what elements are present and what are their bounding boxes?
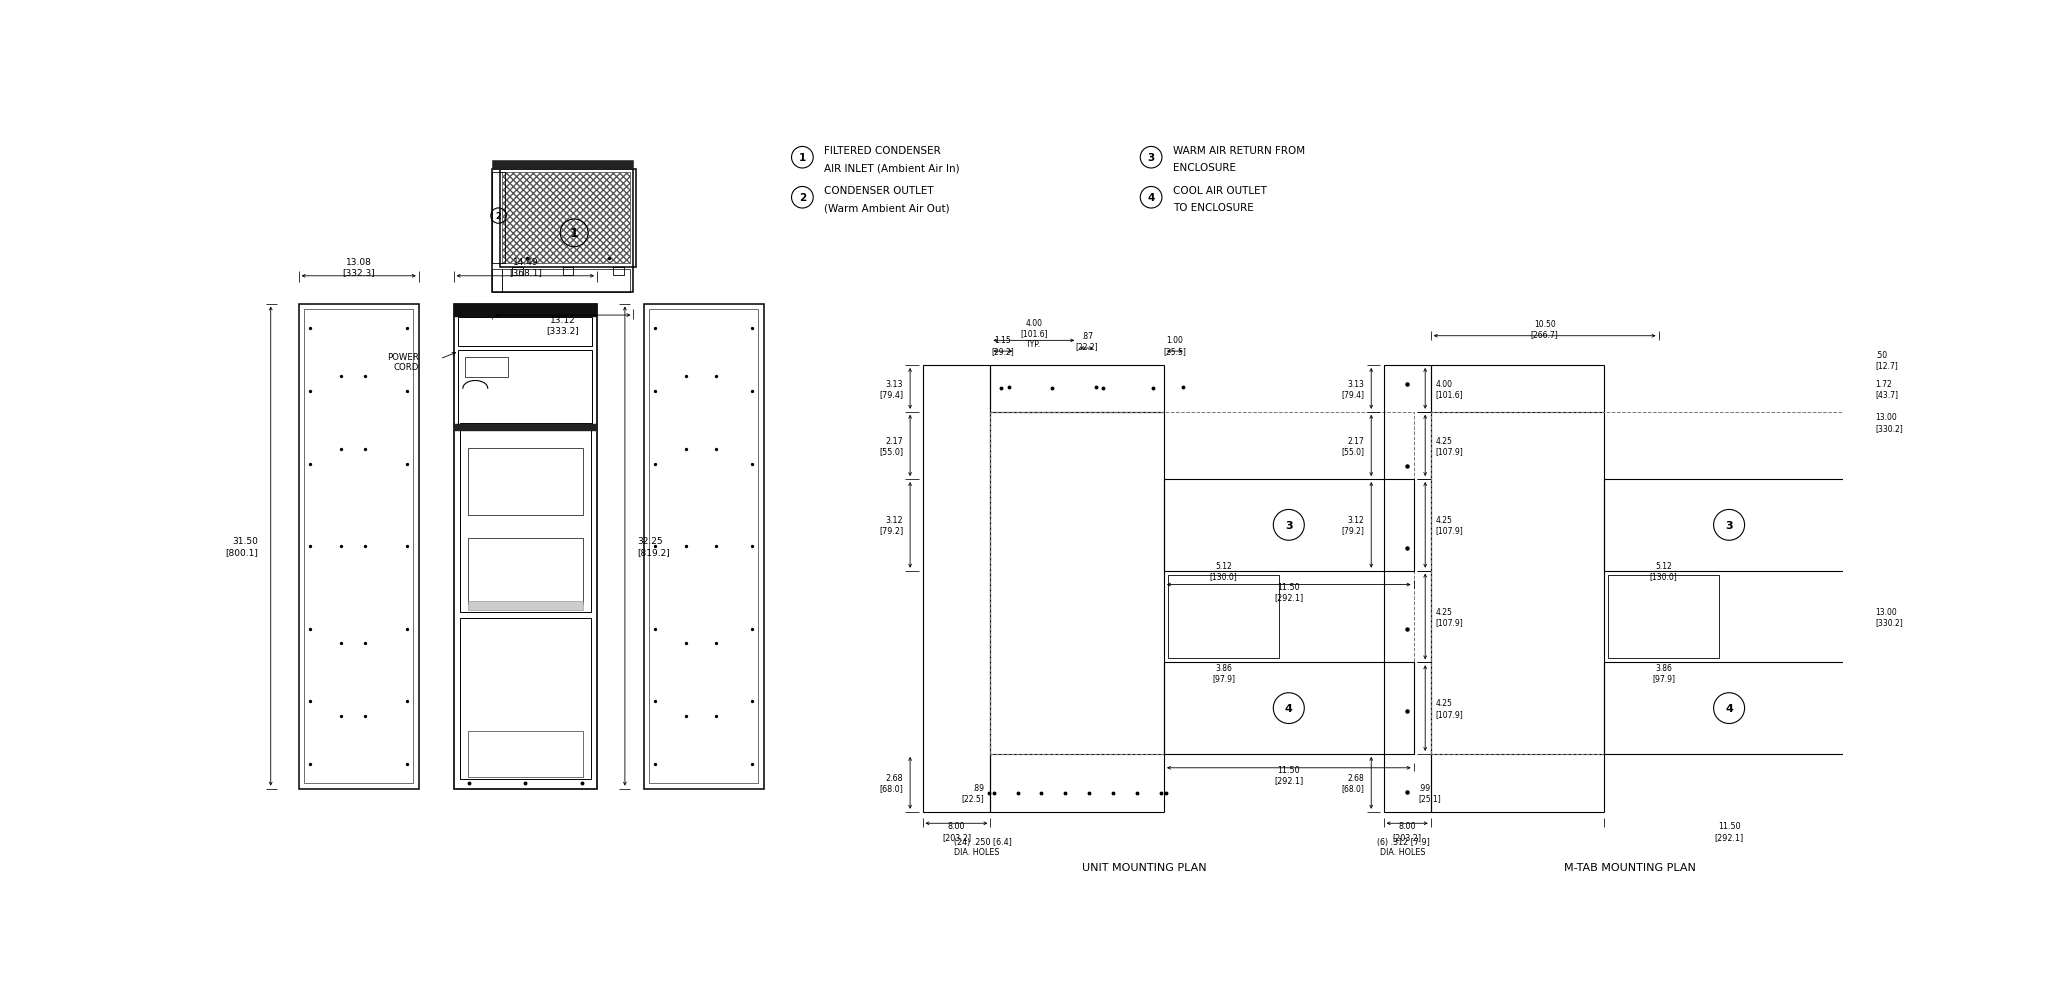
Text: (Warm Ambient Air Out): (Warm Ambient Air Out) xyxy=(823,203,950,213)
Text: .87
[22.2]: .87 [22.2] xyxy=(1075,331,1098,351)
Bar xyxy=(492,270,502,293)
Bar xyxy=(467,448,584,516)
Text: 2.68
[68.0]: 2.68 [68.0] xyxy=(1341,773,1364,792)
Bar xyxy=(502,270,631,293)
Text: 2.68
[68.0]: 2.68 [68.0] xyxy=(879,773,903,792)
Bar xyxy=(1167,576,1280,658)
Bar xyxy=(1608,576,1718,658)
Text: 4.25
[107.9]: 4.25 [107.9] xyxy=(1436,699,1462,718)
Text: 10.50
[266.7]: 10.50 [266.7] xyxy=(1530,320,1559,339)
Text: 3.86
[97.9]: 3.86 [97.9] xyxy=(1653,663,1675,682)
Bar xyxy=(299,304,418,788)
Text: COOL AIR OUTLET: COOL AIR OUTLET xyxy=(1174,187,1268,197)
Text: 31.50
[800.1]: 31.50 [800.1] xyxy=(225,537,258,557)
Text: 3: 3 xyxy=(1724,521,1733,531)
Text: 2.17
[55.0]: 2.17 [55.0] xyxy=(879,436,903,455)
Text: 11.50
[292.1]: 11.50 [292.1] xyxy=(1714,821,1743,841)
Bar xyxy=(492,173,504,264)
Bar xyxy=(612,268,625,276)
Bar xyxy=(922,366,991,811)
Bar xyxy=(492,170,633,293)
Text: M-TAB MOUNTING PLAN: M-TAB MOUNTING PLAN xyxy=(1565,863,1696,873)
Bar xyxy=(502,173,631,264)
Bar xyxy=(1384,366,1432,811)
Bar xyxy=(643,304,764,788)
Bar xyxy=(461,423,590,612)
Bar xyxy=(492,160,633,170)
Bar xyxy=(453,304,598,318)
Text: 1: 1 xyxy=(799,153,807,163)
Text: 2.17
[55.0]: 2.17 [55.0] xyxy=(1341,436,1364,455)
Text: WARM AIR RETURN FROM: WARM AIR RETURN FROM xyxy=(1174,146,1305,156)
Bar xyxy=(303,310,414,783)
Text: 8.00
[203.2]: 8.00 [203.2] xyxy=(1393,821,1421,841)
Text: 11.50
[292.1]: 11.50 [292.1] xyxy=(1274,765,1303,784)
Bar xyxy=(1163,663,1413,754)
Text: 3.13
[79.4]: 3.13 [79.4] xyxy=(1341,379,1364,398)
Bar xyxy=(500,170,635,268)
Bar xyxy=(649,310,758,783)
Text: .89
[22.5]: .89 [22.5] xyxy=(961,783,985,802)
Text: (24) .250 [6.4]
DIA. HOLES: (24) .250 [6.4] DIA. HOLES xyxy=(954,837,1012,857)
Text: 4.00
[101.6]
TYP.: 4.00 [101.6] TYP. xyxy=(1020,318,1049,348)
Text: CONDENSER OUTLET: CONDENSER OUTLET xyxy=(823,187,934,197)
Text: 4: 4 xyxy=(1724,703,1733,713)
Text: 1.15
[29.2]: 1.15 [29.2] xyxy=(991,336,1014,355)
Bar xyxy=(1163,479,1413,571)
Text: 13.08
[332.3]: 13.08 [332.3] xyxy=(342,258,375,277)
Bar xyxy=(459,350,592,425)
Text: 2: 2 xyxy=(799,193,807,203)
Bar xyxy=(461,618,590,779)
Bar xyxy=(467,731,584,777)
Bar xyxy=(1604,479,1853,571)
Text: 4.25
[107.9]: 4.25 [107.9] xyxy=(1436,607,1462,627)
Text: 3: 3 xyxy=(1284,521,1292,531)
Text: 2: 2 xyxy=(496,212,502,221)
Text: 1.72
[43.7]: 1.72 [43.7] xyxy=(1876,379,1898,398)
Text: 3.12
[79.2]: 3.12 [79.2] xyxy=(879,516,903,535)
Text: 3: 3 xyxy=(1147,153,1155,163)
Text: 4.00
[101.6]: 4.00 [101.6] xyxy=(1436,379,1462,398)
Text: POWER
CORD: POWER CORD xyxy=(387,352,418,371)
Text: ENCLOSURE: ENCLOSURE xyxy=(1174,163,1235,174)
Bar xyxy=(453,304,598,788)
Text: AIR INLET (Ambient Air In): AIR INLET (Ambient Air In) xyxy=(823,163,961,174)
Text: 4.25
[107.9]: 4.25 [107.9] xyxy=(1436,436,1462,455)
Text: .99
[25.1]: .99 [25.1] xyxy=(1417,783,1442,802)
Text: TO ENCLOSURE: TO ENCLOSURE xyxy=(1174,203,1253,213)
Text: .50
[12.7]: .50 [12.7] xyxy=(1876,350,1898,370)
Text: 3.86
[97.9]: 3.86 [97.9] xyxy=(1212,663,1235,682)
Text: 5.12
[130.0]: 5.12 [130.0] xyxy=(1210,561,1237,581)
Bar xyxy=(512,268,522,276)
Bar xyxy=(467,601,584,611)
Text: 11.50
[292.1]: 11.50 [292.1] xyxy=(1274,582,1303,602)
Bar xyxy=(563,268,573,276)
Text: 14.49
[368.1]: 14.49 [368.1] xyxy=(508,258,543,277)
Text: 5.12
[130.0]: 5.12 [130.0] xyxy=(1651,561,1677,581)
Text: 13.00
[330.2]: 13.00 [330.2] xyxy=(1876,607,1903,627)
Text: FILTERED CONDENSER: FILTERED CONDENSER xyxy=(823,146,940,156)
Bar xyxy=(465,358,508,377)
Text: 1.00
[25.5]: 1.00 [25.5] xyxy=(1163,336,1186,355)
Text: UNIT MOUNTING PLAN: UNIT MOUNTING PLAN xyxy=(1083,863,1206,873)
Text: 4: 4 xyxy=(1147,193,1155,203)
Text: 1: 1 xyxy=(569,227,578,240)
Text: 4: 4 xyxy=(1284,703,1292,713)
Text: 4.25
[107.9]: 4.25 [107.9] xyxy=(1436,516,1462,535)
Text: 3.13
[79.4]: 3.13 [79.4] xyxy=(879,379,903,398)
Bar xyxy=(453,424,598,431)
Text: 8.00
[203.2]: 8.00 [203.2] xyxy=(942,821,971,841)
Text: 3.12
[79.2]: 3.12 [79.2] xyxy=(1341,516,1364,535)
Text: 13.00
[330.2]: 13.00 [330.2] xyxy=(1876,413,1903,432)
Bar xyxy=(1604,663,1853,754)
Bar xyxy=(459,318,592,346)
Text: (6) .312 [7.9]
DIA. HOLES: (6) .312 [7.9] DIA. HOLES xyxy=(1376,837,1430,857)
Bar xyxy=(467,539,584,604)
Text: 13.12
[333.2]: 13.12 [333.2] xyxy=(547,315,580,335)
Text: 32.25
[819.2]: 32.25 [819.2] xyxy=(637,537,670,557)
